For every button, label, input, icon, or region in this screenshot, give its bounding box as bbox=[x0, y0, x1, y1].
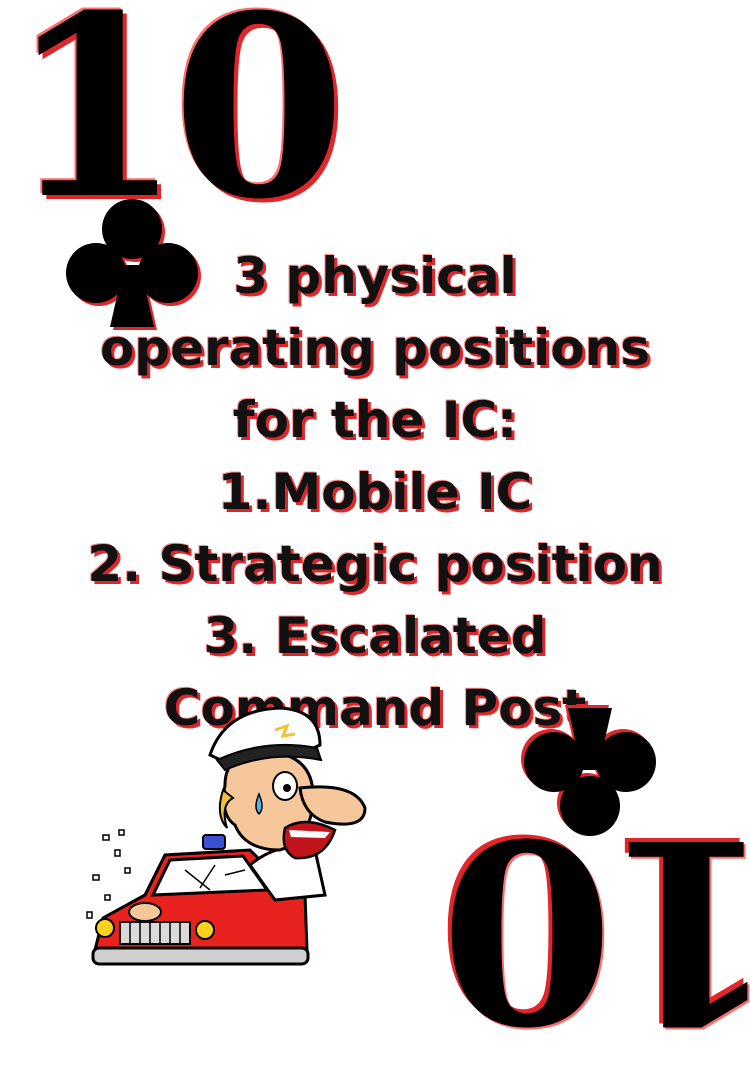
description-line-2: operating positions bbox=[99, 319, 651, 377]
rank-bottom-right: 10 bbox=[450, 783, 750, 1077]
club-icon bbox=[66, 199, 201, 330]
description-line-3: for the IC: bbox=[232, 391, 518, 449]
rank-top-left: 10 bbox=[8, 0, 346, 254]
playing-card: 10 3 physical operating positions for th… bbox=[8, 0, 750, 1077]
description-line-5: 2. Strategic position bbox=[87, 535, 663, 593]
card-description: 3 physical operating positions for the I… bbox=[60, 240, 690, 744]
description-line-4: 1.Mobile IC bbox=[217, 463, 533, 521]
club-icon bbox=[521, 705, 656, 836]
fire-chief-driving-car-illustration bbox=[86, 706, 367, 966]
description-line-6: 3. Escalated bbox=[203, 607, 547, 665]
description-line-1: 3 physical bbox=[233, 247, 517, 305]
